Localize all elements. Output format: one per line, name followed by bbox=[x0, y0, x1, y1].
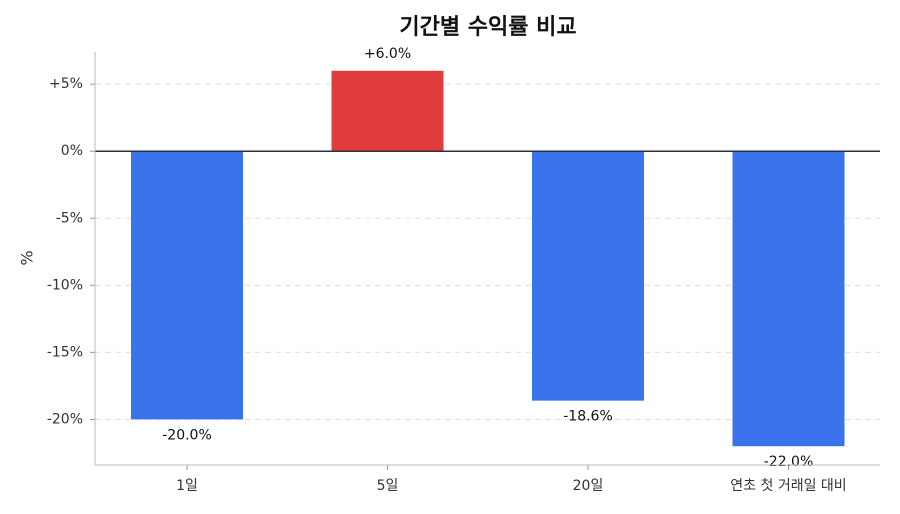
y-tick-label: -5% bbox=[56, 210, 83, 226]
bar bbox=[331, 70, 444, 152]
value-label: -20.0% bbox=[162, 427, 212, 443]
x-tick-label: 20일 bbox=[573, 478, 604, 494]
x-tick-label: 5일 bbox=[377, 478, 399, 494]
y-tick-label: 0% bbox=[61, 143, 83, 159]
bar bbox=[131, 151, 243, 420]
bar bbox=[732, 151, 845, 447]
x-tick-label: 연초 첫 거래일 대비 bbox=[730, 478, 846, 494]
value-label: -22.0% bbox=[764, 454, 814, 470]
y-tick-label: -20% bbox=[47, 411, 83, 427]
y-tick-label: +5% bbox=[49, 76, 83, 92]
chart-title: 기간별 수익률 비교 bbox=[399, 15, 576, 40]
value-label: -18.6% bbox=[563, 409, 613, 425]
bar bbox=[532, 151, 644, 401]
x-tick-label: 1일 bbox=[176, 478, 198, 494]
y-tick-label: -10% bbox=[47, 277, 83, 293]
value-label: +6.0% bbox=[364, 46, 411, 62]
y-axis-label: % bbox=[18, 250, 37, 265]
y-tick-label: -15% bbox=[47, 344, 83, 360]
